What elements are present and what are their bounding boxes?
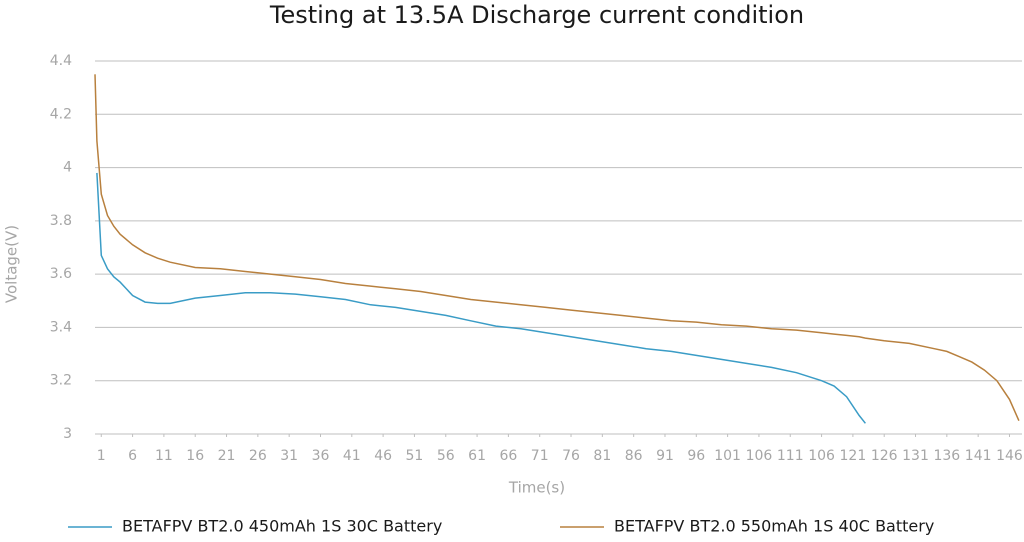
- x-tick-label: 66: [499, 448, 517, 464]
- x-tick-label: 76: [562, 448, 580, 464]
- x-tick-label: 56: [437, 448, 455, 464]
- legend-label: BETAFPV BT2.0 450mAh 1S 30C Battery: [122, 517, 442, 536]
- x-tick-label: 16: [186, 448, 204, 464]
- chart-title: Testing at 13.5A Discharge current condi…: [269, 1, 804, 29]
- y-axis-label: Voltage(V): [3, 225, 21, 303]
- x-tick-label: 6: [128, 448, 137, 464]
- x-tick-label: 111: [777, 448, 804, 464]
- x-tick-label: 21: [218, 448, 236, 464]
- x-tick-label: 136: [933, 448, 960, 464]
- x-tick-label: 81: [593, 448, 611, 464]
- y-tick-label: 3.6: [50, 266, 72, 282]
- x-tick-label: 51: [406, 448, 424, 464]
- x-tick-label: 86: [625, 448, 643, 464]
- series-line: [94, 74, 1020, 422]
- x-tick-label: 61: [468, 448, 486, 464]
- x-tick-label: 26: [249, 448, 267, 464]
- x-tick-label: 146: [996, 448, 1023, 464]
- x-axis-label: Time(s): [508, 479, 565, 497]
- x-tick-label: 121: [840, 448, 867, 464]
- x-tick-label: 101: [714, 448, 741, 464]
- x-tick-label: 1: [97, 448, 106, 464]
- y-tick-label: 3: [63, 426, 72, 442]
- x-tick-label: 96: [687, 448, 705, 464]
- y-tick-label: 4: [63, 160, 72, 176]
- series-line: [96, 172, 866, 424]
- x-tick-label: 106: [746, 448, 773, 464]
- y-tick-label: 3.4: [50, 319, 72, 335]
- x-tick-label: 36: [312, 448, 330, 464]
- x-tick-label: 126: [871, 448, 898, 464]
- x-tick-label: 106: [808, 448, 835, 464]
- x-tick-label: 46: [374, 448, 392, 464]
- y-tick-label: 3.2: [50, 373, 72, 389]
- y-tick-label: 3.8: [50, 213, 72, 229]
- x-tick-label: 71: [531, 448, 549, 464]
- x-tick-label: 11: [155, 448, 173, 464]
- x-tick-label: 91: [656, 448, 674, 464]
- y-tick-label: 4.4: [50, 53, 72, 69]
- x-tick-label: 41: [343, 448, 361, 464]
- x-tick-label: 141: [965, 448, 992, 464]
- y-tick-label: 4.2: [50, 106, 72, 122]
- legend-label: BETAFPV BT2.0 550mAh 1S 40C Battery: [614, 517, 934, 536]
- x-tick-label: 31: [280, 448, 298, 464]
- x-tick-label: 131: [902, 448, 929, 464]
